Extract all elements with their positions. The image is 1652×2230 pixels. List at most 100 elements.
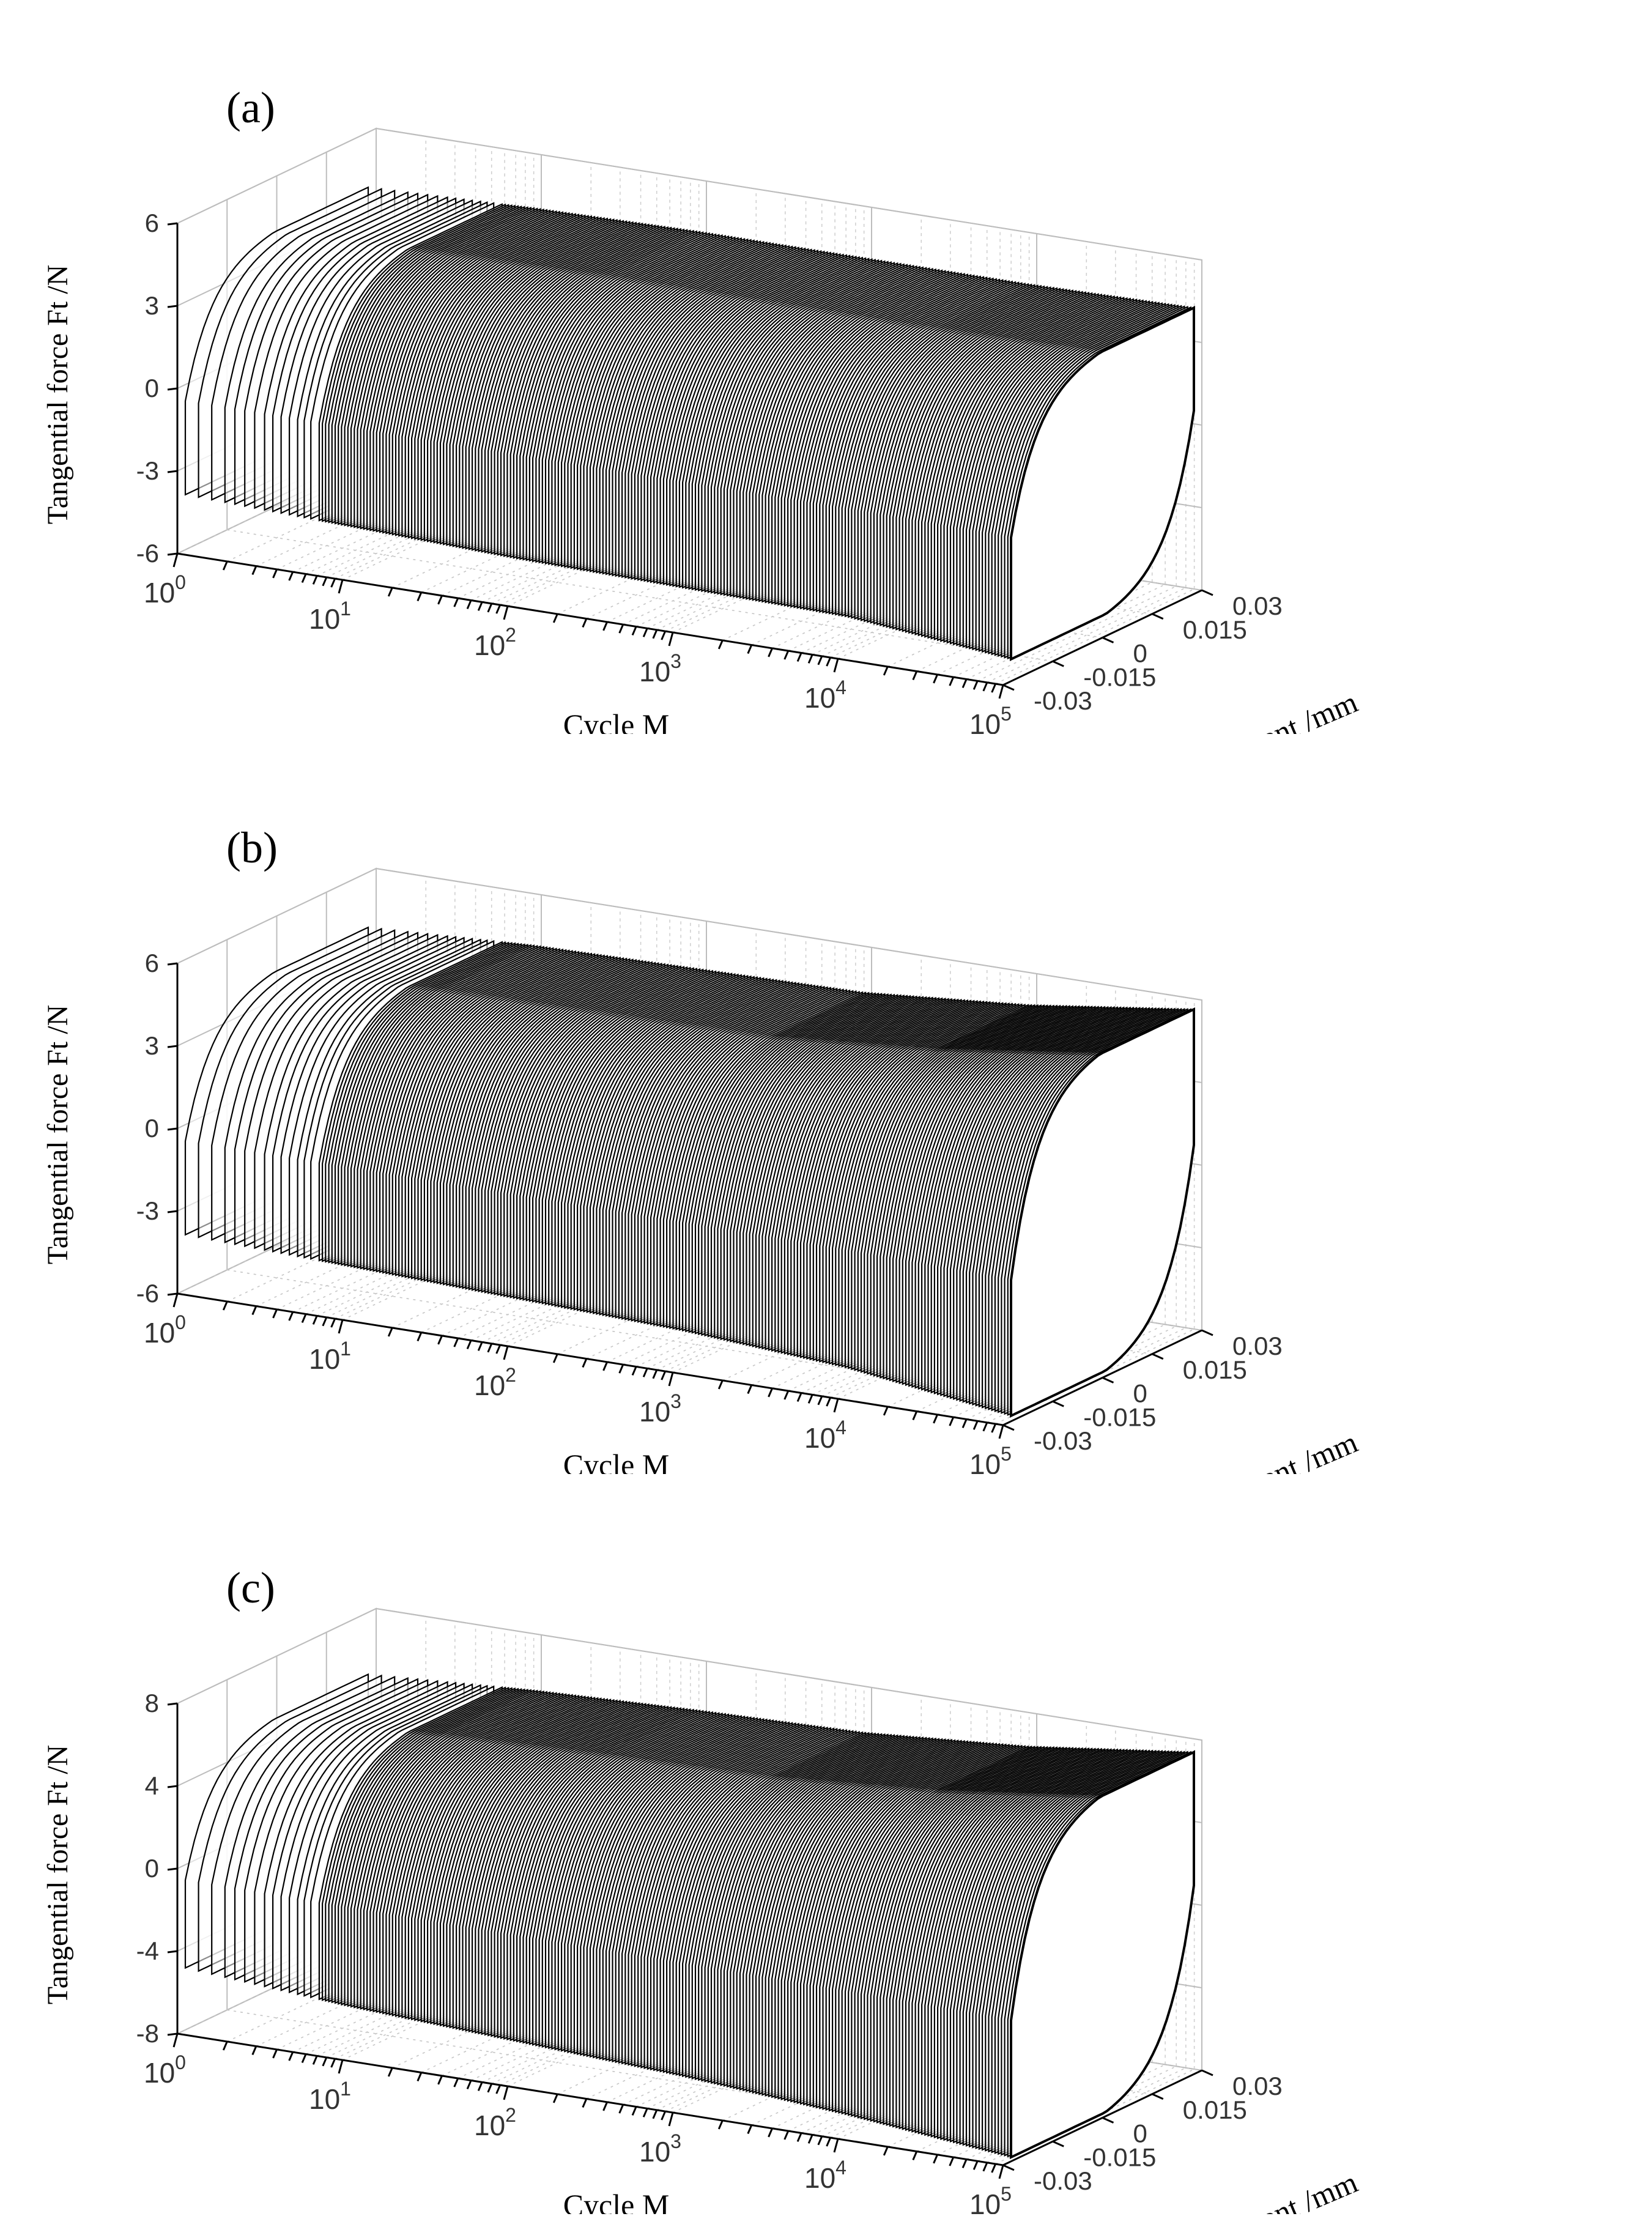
final-loop <box>1010 306 1195 661</box>
z-tick <box>167 962 178 966</box>
x-tick <box>949 2157 955 2166</box>
x-tick <box>826 2137 832 2147</box>
x-tick-exponent: 5 <box>1001 703 1012 725</box>
x-tick-label: 103 <box>639 1390 681 1428</box>
x-tick <box>796 652 802 662</box>
z-tick-label: -4 <box>136 1936 159 1965</box>
z-tick <box>167 305 178 308</box>
x-tick-label: 104 <box>804 2157 846 2194</box>
x-tick-label: 102 <box>474 1364 516 1401</box>
y-tick <box>1002 2164 1015 2171</box>
grid-line <box>987 2067 1187 2163</box>
x-tick <box>503 2086 509 2100</box>
x-tick <box>602 1361 608 1371</box>
x-tick-exponent: 2 <box>505 1364 516 1386</box>
x-tick <box>417 591 423 602</box>
x-tick-label: 100 <box>144 571 186 609</box>
y-tick <box>1201 589 1213 596</box>
y-tick-label: 0.015 <box>1183 615 1247 644</box>
grid-line <box>977 585 1177 682</box>
z-tick <box>167 1210 178 1213</box>
x-tick <box>288 571 294 581</box>
y-tick <box>1201 1329 1213 1336</box>
grid-line <box>987 587 1187 683</box>
x-tick <box>301 2053 307 2064</box>
z-tick-label: 0 <box>145 374 159 402</box>
y-tick <box>1152 1353 1164 1360</box>
x-tick <box>883 666 889 676</box>
final-loop <box>1010 1750 1195 2160</box>
panel-label: (a) <box>226 83 275 132</box>
x-tick-label: 103 <box>639 650 681 687</box>
x-tick <box>582 1358 588 1368</box>
x-tick-exponent: 4 <box>835 2157 846 2179</box>
x-tick <box>301 573 307 583</box>
x-tick <box>552 1354 558 1363</box>
x-tick <box>466 599 472 610</box>
x-tick-label: 104 <box>804 1417 846 1454</box>
grid-line <box>987 1327 1187 1423</box>
x-axis-title: Cycle M <box>563 2188 670 2214</box>
x-tick <box>631 1366 637 1376</box>
y-tick-label: -0.015 <box>1083 2143 1156 2171</box>
x-tick <box>998 1424 1004 1439</box>
x-tick <box>503 606 509 620</box>
z-tick-label: 6 <box>145 209 159 237</box>
x-tick <box>998 684 1004 699</box>
grid-line <box>376 128 1202 261</box>
x-tick <box>933 1414 938 1424</box>
x-tick-exponent: 4 <box>835 676 846 698</box>
x-tick-label: 101 <box>309 1338 351 1375</box>
x-tick <box>251 565 257 576</box>
z-tick <box>167 1045 178 1048</box>
x-tick-label: 104 <box>804 676 846 714</box>
x-tick-label: 100 <box>144 1311 186 1349</box>
grid-line <box>376 1608 1202 1741</box>
x-tick <box>477 1341 483 1351</box>
x-tick <box>338 1319 344 1334</box>
z-tick-label: 8 <box>145 1689 159 1717</box>
x-tick <box>807 1394 813 1404</box>
x-tick-label: 102 <box>474 624 516 661</box>
grid-line <box>227 2009 1053 2143</box>
x-tick-label: 100 <box>144 2051 186 2089</box>
x-tick-exponent: 1 <box>340 1338 351 1360</box>
z-tick-label: -3 <box>136 456 159 485</box>
x-tick <box>330 578 336 588</box>
x-tick <box>288 1311 294 1321</box>
z-tick <box>167 1785 178 1788</box>
z-axis-title: Tangential force Ft /N <box>42 1005 74 1265</box>
x-tick <box>466 1339 472 1350</box>
x-tick <box>661 2111 667 2121</box>
panel-label: (c) <box>226 1563 275 1612</box>
y-tick-label: -0.03 <box>1034 686 1092 715</box>
x-tick-exponent: 3 <box>670 2130 681 2152</box>
x-tick-exponent: 2 <box>505 2104 516 2126</box>
x-tick <box>949 676 955 686</box>
x-tick <box>495 2084 502 2094</box>
x-tick <box>582 618 588 628</box>
x-tick-label: 105 <box>969 1443 1012 1474</box>
y-tick <box>1201 2069 1213 2076</box>
panel-c: 100 101 102 103 104 105 -0.03 -0.015 0 0.015 0.03-… <box>0 1480 1652 2214</box>
x-tick <box>453 1338 459 1347</box>
x-tick <box>618 624 624 634</box>
y-tick <box>1152 613 1164 620</box>
y-tick-label: -0.03 <box>1034 2166 1092 2195</box>
x-tick-exponent: 1 <box>340 2078 351 2100</box>
y-axis-title: Displacement /mm <box>1136 684 1363 734</box>
x-tick <box>602 621 608 631</box>
z-tick <box>167 222 178 226</box>
hysteresis-loops-c <box>184 1673 1195 2160</box>
x-tick <box>982 2162 988 2172</box>
hysteresis-loops-a <box>184 186 1195 661</box>
x-tick <box>961 678 968 689</box>
x-tick <box>747 1384 753 1395</box>
x-tick <box>172 1293 179 1308</box>
panel-label: (b) <box>226 823 278 872</box>
x-tick <box>495 604 502 614</box>
y-axis-title: Displacement /mm <box>1136 1424 1363 1474</box>
x-tick <box>222 2041 228 2051</box>
